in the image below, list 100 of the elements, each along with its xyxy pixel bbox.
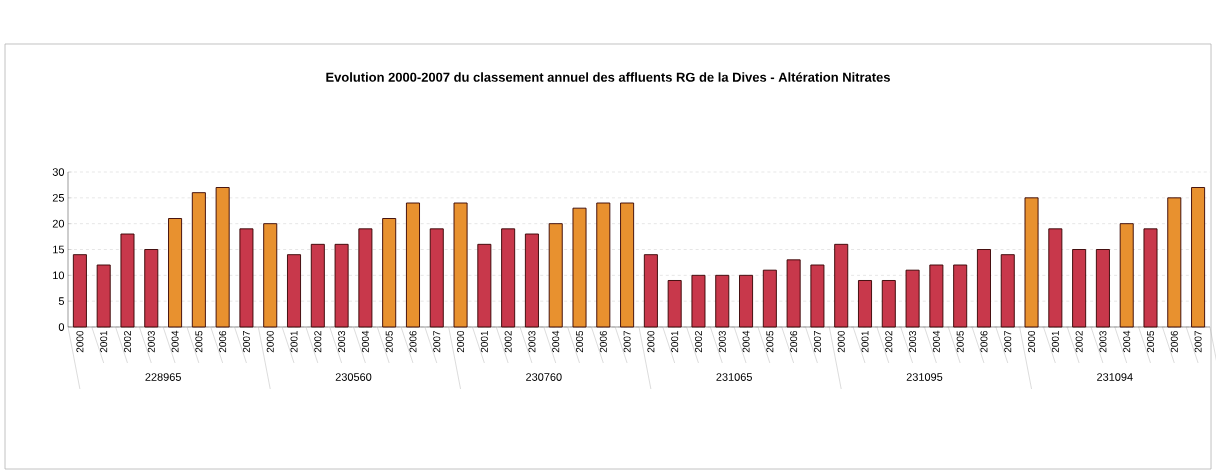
bar	[691, 274, 706, 328]
bar	[1000, 254, 1015, 328]
chart-title: Evolution 2000-2007 du classement annuel des affluents RG de la Dives - Altération Nitrates	[326, 72, 890, 82]
bar	[239, 228, 254, 328]
bar	[1024, 197, 1039, 328]
bar	[405, 202, 420, 328]
x-tick-label: 2002	[123, 331, 131, 353]
bar	[810, 264, 825, 328]
x-tick-label: 2000	[266, 330, 274, 353]
y-tick-label: 5	[58, 297, 65, 305]
x-tick-label: 2000	[76, 330, 84, 353]
x-tick-label: 2004	[932, 330, 940, 353]
x-tick-label: 2006	[1170, 330, 1178, 353]
bar	[524, 233, 539, 328]
bar	[287, 254, 302, 328]
bar	[1072, 249, 1087, 328]
x-tick-label: 2003	[147, 330, 155, 353]
x-tick-label: 2006	[219, 330, 227, 353]
y-tick-label: 25	[52, 193, 65, 202]
x-tick-label: 2003	[718, 330, 726, 353]
x-tick-label: 2004	[552, 330, 560, 353]
x-tick-label: 2004	[742, 330, 750, 353]
bar	[1119, 223, 1134, 328]
bar	[739, 274, 754, 328]
y-tick-label: 10	[53, 271, 65, 280]
x-tick-label: 2001	[290, 331, 298, 353]
text: 231065	[716, 373, 752, 381]
bar	[834, 243, 849, 328]
bar	[929, 264, 944, 328]
x-tick-label: 2001	[480, 331, 488, 353]
text: 231094	[1097, 373, 1133, 381]
x-tick-label: 2000	[1028, 330, 1036, 353]
bar	[72, 254, 87, 328]
bar	[334, 243, 349, 328]
x-tick-label: 2002	[885, 331, 893, 353]
bar	[144, 249, 159, 328]
bar	[1167, 197, 1182, 328]
x-tick-label: 2002	[1075, 331, 1083, 353]
bar	[263, 223, 278, 328]
bar	[953, 264, 968, 328]
bar	[96, 264, 111, 328]
bar	[477, 243, 492, 328]
x-tick-label: 2007	[242, 331, 250, 353]
x-tick-label: 2001	[671, 331, 679, 353]
x-tick-label: 2002	[694, 331, 702, 353]
bar	[358, 228, 373, 328]
y-tick-label: 0	[58, 323, 65, 331]
x-tick-label: 2003	[1099, 330, 1107, 353]
y-tick-label: 30	[52, 168, 65, 176]
bar	[1095, 249, 1110, 328]
x-tick-label: 2004	[361, 330, 369, 353]
bar	[429, 228, 444, 328]
x-tick-label: 2007	[623, 331, 631, 353]
x-tick-label: 2000	[457, 330, 465, 353]
text: 230560	[335, 373, 372, 381]
x-tick-label: 2007	[1194, 331, 1202, 353]
bar	[667, 280, 682, 328]
x-tick-label: 2006	[790, 330, 798, 353]
bar	[976, 249, 991, 328]
x-tick-label: 2005	[195, 330, 203, 353]
bar	[215, 187, 230, 328]
bar	[762, 269, 777, 328]
x-tick-label: 2005	[956, 330, 964, 353]
bar	[548, 223, 563, 328]
x-tick-label: 2006	[409, 330, 417, 353]
x-tick-label: 2005	[575, 330, 584, 353]
bar	[905, 269, 920, 328]
bar	[1048, 228, 1063, 328]
bar	[596, 202, 611, 328]
x-tick-label: 2001	[1051, 331, 1059, 353]
bar	[120, 233, 135, 328]
x-tick-label: 2006	[980, 330, 988, 353]
bar	[1191, 187, 1206, 328]
text: 231095	[906, 373, 943, 381]
x-tick-label: 2003	[909, 330, 917, 353]
bar	[501, 228, 516, 328]
bar	[382, 218, 397, 328]
bar	[786, 259, 801, 328]
bar	[572, 207, 587, 328]
x-tick-label: 2007	[1004, 331, 1012, 353]
x-tick-label: 2004	[1123, 330, 1131, 353]
bar	[310, 243, 325, 328]
x-tick-label: 2000	[647, 330, 655, 353]
x-tick-label: 2007	[433, 331, 441, 353]
text: 230760	[526, 373, 562, 381]
x-tick-label: 2005	[766, 330, 774, 353]
x-tick-label: 2002	[314, 331, 322, 353]
bar	[881, 280, 896, 328]
y-tick-label: 15	[53, 245, 65, 254]
bar	[858, 280, 872, 328]
x-tick-label: 2007	[813, 331, 821, 353]
bar	[643, 254, 658, 328]
x-tick-label: 2003	[338, 330, 346, 353]
x-tick-label: 2002	[504, 331, 512, 353]
bar	[620, 202, 635, 328]
x-tick-label: 2000	[837, 330, 845, 353]
y-tick-label: 20	[52, 219, 65, 228]
x-tick-label: 2005	[1146, 330, 1155, 353]
bar	[715, 274, 730, 328]
bar	[168, 218, 183, 328]
